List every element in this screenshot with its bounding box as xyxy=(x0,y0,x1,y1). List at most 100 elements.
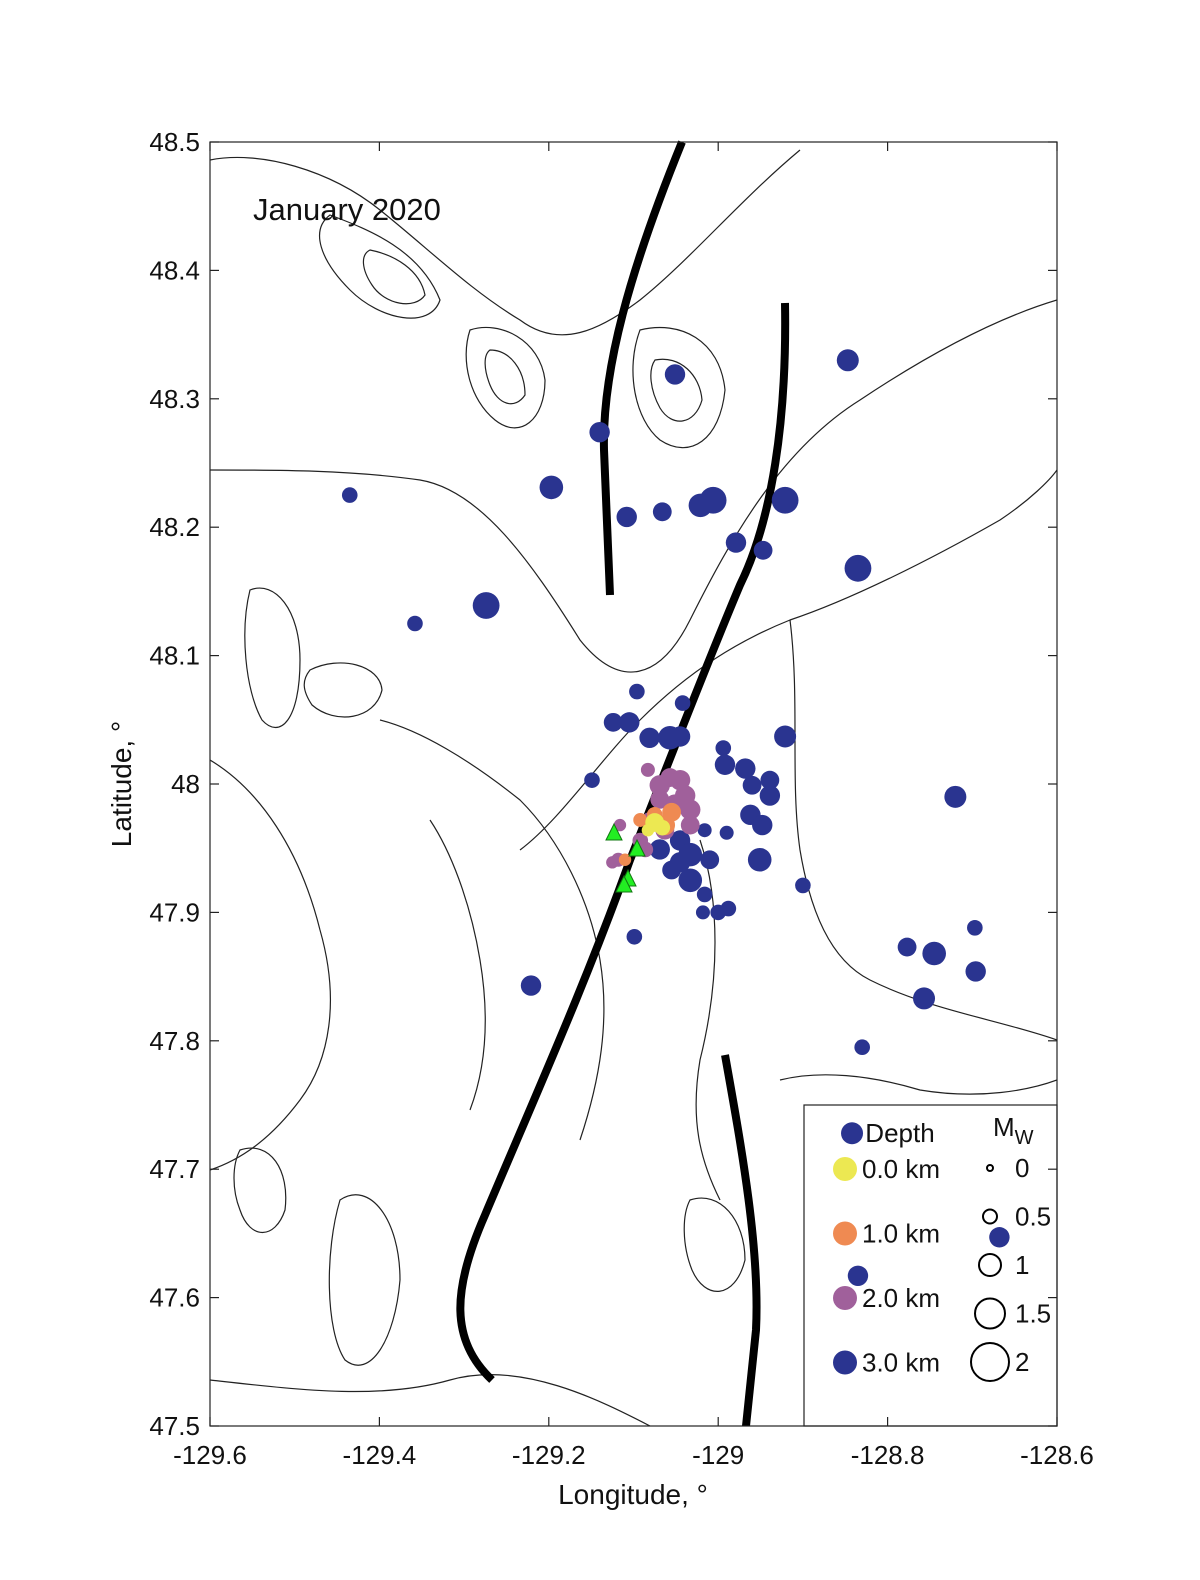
station xyxy=(605,822,623,841)
contour xyxy=(429,819,486,1111)
earthquake xyxy=(639,727,660,748)
earthquake xyxy=(629,683,645,700)
legend-label: 1.0 km xyxy=(862,1219,940,1249)
x-tick-label: -128.8 xyxy=(851,1440,925,1470)
contour xyxy=(328,1194,401,1366)
earthquake xyxy=(967,920,983,936)
legend-swatch xyxy=(833,1350,857,1375)
fault-line xyxy=(721,1054,761,1427)
stations xyxy=(605,822,646,893)
y-axis-label: Latitude, ° xyxy=(106,721,137,847)
contour xyxy=(233,1147,287,1234)
legend-label: 2.0 km xyxy=(862,1283,940,1313)
earthquake xyxy=(710,904,726,921)
earthquake xyxy=(603,712,623,732)
earthquake xyxy=(771,486,799,514)
earthquake xyxy=(654,819,671,836)
size-legend-title-main: M xyxy=(993,1112,1015,1142)
earthquake xyxy=(847,1265,869,1286)
earthquake xyxy=(618,853,632,866)
earthquake xyxy=(699,486,727,514)
earthquake xyxy=(680,799,701,820)
earthquake xyxy=(747,847,772,872)
earthquake xyxy=(836,349,859,372)
earthquake xyxy=(735,758,756,779)
earthquake xyxy=(752,814,773,836)
size-legend-label: 0 xyxy=(1015,1153,1029,1183)
y-tick-label: 47.8 xyxy=(149,1026,200,1056)
legend-swatch xyxy=(833,1221,857,1246)
x-tick-label: -129.2 xyxy=(512,1440,586,1470)
earthquake xyxy=(652,502,672,522)
earthquake xyxy=(795,877,811,894)
y-tick-label: 48 xyxy=(171,769,200,799)
x-tick-label: -129.6 xyxy=(173,1440,247,1470)
contour xyxy=(319,214,441,319)
earthquake xyxy=(774,725,797,748)
size-legend-title: MW xyxy=(993,1112,1034,1149)
x-axis-label: Longitude, ° xyxy=(558,1479,708,1510)
legend-label: 0.0 km xyxy=(862,1154,940,1184)
earthquake xyxy=(965,961,986,982)
earthquake xyxy=(854,1039,870,1056)
earthquake xyxy=(662,802,682,822)
y-tick-label: 47.6 xyxy=(149,1283,200,1313)
contour xyxy=(244,587,301,729)
legend-swatch xyxy=(833,1157,857,1181)
contour xyxy=(632,326,726,449)
earthquake xyxy=(539,475,564,500)
earthquake xyxy=(669,852,691,873)
earthquake xyxy=(696,886,713,903)
y-tick-label: 48.4 xyxy=(149,255,200,285)
station xyxy=(615,874,633,893)
earthquake xyxy=(589,421,610,443)
earthquake xyxy=(913,987,936,1010)
contour xyxy=(465,326,546,429)
earthquake xyxy=(341,487,358,503)
earthquake xyxy=(844,554,872,582)
size-legend-label: 0.5 xyxy=(1015,1202,1051,1232)
fault-lines xyxy=(456,140,790,1427)
earthquake xyxy=(714,754,736,775)
earthquake xyxy=(619,712,640,733)
earthquake xyxy=(944,785,967,808)
contour xyxy=(210,299,1057,673)
earthquake xyxy=(641,824,655,837)
y-tick-label: 47.5 xyxy=(149,1411,200,1441)
legend-swatch xyxy=(833,1286,857,1310)
earthquake xyxy=(719,825,734,840)
contour xyxy=(484,349,526,405)
contour xyxy=(210,1374,651,1426)
earthquake xyxy=(695,905,710,920)
earthquake xyxy=(520,975,542,996)
y-tick-label: 48.1 xyxy=(149,641,200,671)
legend-title: Depth xyxy=(865,1118,934,1148)
size-legend-marker xyxy=(978,1253,1002,1277)
size-legend-title-sub: W xyxy=(1015,1127,1034,1149)
earthquake xyxy=(753,540,773,560)
earthquake xyxy=(669,769,691,791)
earthquake xyxy=(841,1122,864,1145)
size-legend-marker xyxy=(986,1164,994,1172)
earthquake xyxy=(626,928,643,945)
earthquake xyxy=(669,726,691,747)
legend: Depth 0.0 km 1.0 km 2.0 km 3.0 km MW 0 0.5 1 1.5 2 xyxy=(833,1112,1051,1382)
earthquake xyxy=(897,937,917,957)
earthquake xyxy=(715,740,732,756)
earthquake xyxy=(700,850,720,870)
contour xyxy=(519,469,1057,851)
size-legend-marker xyxy=(970,1342,1010,1382)
size-legend-marker xyxy=(982,1208,998,1225)
earthquake xyxy=(680,815,700,835)
earthquake xyxy=(616,506,637,528)
earthquake xyxy=(922,941,946,966)
earthquake xyxy=(759,785,781,806)
earthquakes xyxy=(341,349,986,1056)
earthquake xyxy=(697,823,712,838)
earthquake xyxy=(407,615,423,632)
size-legend-label: 1.5 xyxy=(1015,1299,1051,1329)
size-legend-label: 1 xyxy=(1015,1250,1029,1280)
map-title: January 2020 xyxy=(253,192,441,227)
x-tick-label: -129.4 xyxy=(343,1440,417,1470)
